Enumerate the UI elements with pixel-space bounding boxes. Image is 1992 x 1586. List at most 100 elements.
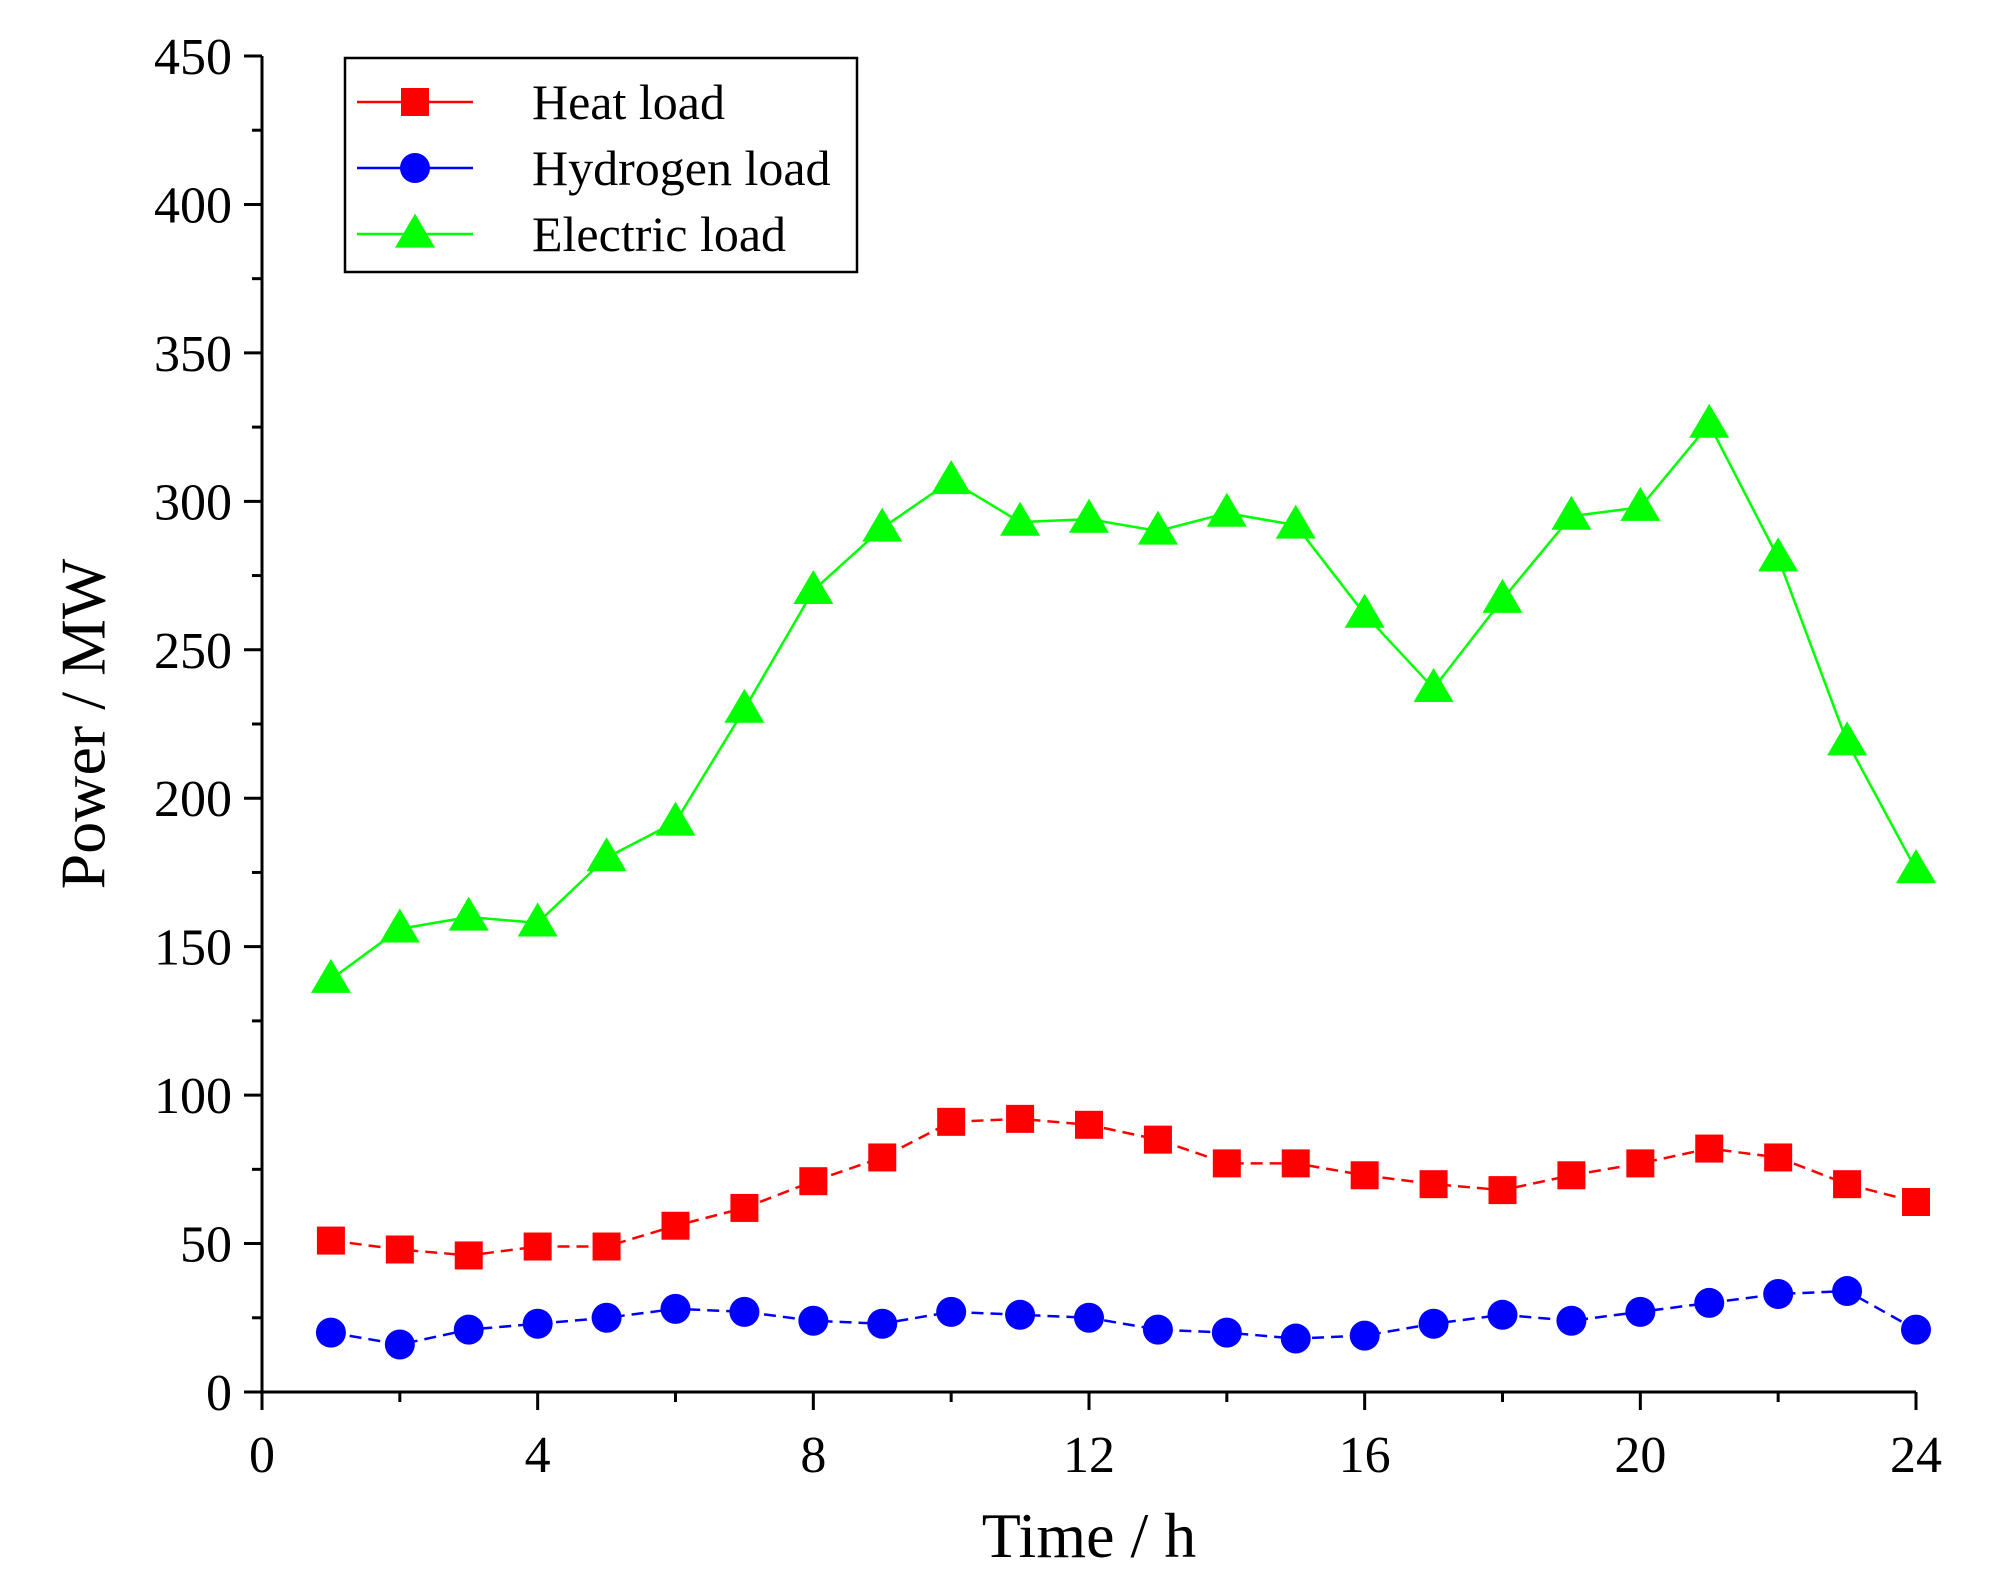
data-point <box>1902 1187 1930 1216</box>
series-heat-load <box>316 1104 1930 1270</box>
series-hydrogen-load <box>315 1276 1931 1360</box>
data-point <box>1275 504 1316 539</box>
data-point <box>1901 1314 1931 1345</box>
data-point <box>655 801 696 836</box>
data-point <box>1620 486 1661 521</box>
y-tick-label: 400 <box>154 177 232 234</box>
data-point <box>1488 1176 1517 1205</box>
data-point <box>1413 667 1454 702</box>
data-point <box>1419 1170 1448 1199</box>
data-point <box>517 902 558 937</box>
axes: 0 50 100 150 200 250 300 350 400 450 0 4 8 12 16 20 24 <box>154 29 1942 1484</box>
data-point <box>793 570 834 604</box>
data-point <box>1557 1161 1586 1190</box>
data-point <box>1625 1296 1656 1327</box>
y-tick-label: 150 <box>154 920 232 977</box>
data-point <box>1827 721 1868 756</box>
data-point <box>798 1305 829 1336</box>
data-point <box>1482 578 1523 613</box>
data-point <box>1764 1143 1793 1172</box>
x-axis-title: Time / h <box>982 1500 1197 1571</box>
data-point <box>1212 1149 1241 1178</box>
data-point <box>1075 1110 1103 1139</box>
data-point <box>1005 1299 1036 1330</box>
data-point <box>1896 849 1936 884</box>
x-tick-label: 16 <box>1339 1427 1391 1484</box>
series-electric-load <box>310 403 1936 993</box>
data-point <box>1763 1279 1794 1310</box>
x-tick-label: 4 <box>525 1427 551 1484</box>
y-tick-label: 250 <box>154 623 232 680</box>
data-point <box>1000 501 1041 536</box>
data-point <box>1626 1149 1655 1178</box>
data-point <box>454 1241 483 1270</box>
data-point <box>1349 1320 1380 1351</box>
data-point <box>1137 510 1178 545</box>
legend-label: Hydrogen load <box>532 140 831 196</box>
data-point <box>586 837 627 872</box>
data-point <box>937 1107 966 1136</box>
legend-item: Electric load <box>357 206 786 262</box>
data-point <box>1551 495 1592 530</box>
data-point <box>1833 1170 1862 1199</box>
series-line <box>330 1117 1917 1257</box>
legend-item: Heat load <box>357 74 725 130</box>
data-point <box>1211 1317 1242 1348</box>
y-tick-label: 0 <box>206 1365 232 1422</box>
data-point <box>385 1235 414 1264</box>
data-point <box>862 507 903 542</box>
legend-label: Heat load <box>532 74 725 130</box>
data-point <box>1142 1314 1173 1345</box>
data-point <box>1006 1104 1035 1133</box>
data-point <box>660 1293 691 1324</box>
legend-marker <box>401 88 429 116</box>
legend-marker <box>400 153 430 183</box>
y-tick-label: 50 <box>180 1217 232 1274</box>
data-point <box>1556 1305 1587 1336</box>
data-point <box>453 1314 484 1345</box>
data-point <box>661 1211 690 1240</box>
series-line <box>330 1289 1917 1346</box>
data-point <box>730 1193 759 1222</box>
data-point <box>523 1232 552 1261</box>
legend: Heat load Hydrogen load Electric load <box>343 56 859 274</box>
data-point <box>867 1308 898 1339</box>
data-point <box>1350 1161 1379 1190</box>
data-point <box>729 1296 760 1327</box>
data-point <box>316 1226 345 1255</box>
y-tick-label: 450 <box>154 29 232 86</box>
data-point <box>1832 1276 1863 1307</box>
data-point <box>1280 1323 1311 1354</box>
data-point <box>1074 1302 1104 1333</box>
y-axis-title: Power / MW <box>47 558 118 889</box>
data-point <box>1758 537 1799 572</box>
legend-box <box>343 56 859 274</box>
x-tick-label: 8 <box>800 1427 826 1484</box>
data-point <box>592 1232 621 1261</box>
x-tick-label: 24 <box>1890 1427 1942 1484</box>
data-point <box>315 1317 346 1348</box>
data-point <box>522 1308 553 1339</box>
series-line <box>330 421 1918 981</box>
data-point <box>1069 498 1109 533</box>
data-point <box>1143 1125 1172 1154</box>
data-point <box>448 896 489 931</box>
legend-item: Hydrogen load <box>357 140 831 196</box>
data-point <box>1695 1134 1724 1163</box>
data-point <box>384 1329 415 1360</box>
data-point <box>936 1296 967 1327</box>
y-tick-label: 300 <box>154 474 232 531</box>
data-point <box>868 1143 897 1172</box>
x-tick-label: 20 <box>1614 1427 1666 1484</box>
data-point <box>1487 1299 1518 1330</box>
data-point <box>1689 403 1730 438</box>
data-point <box>379 908 420 943</box>
data-point <box>1344 593 1385 628</box>
x-tick-label: 0 <box>249 1427 275 1484</box>
data-point <box>724 688 765 723</box>
x-tick-label: 12 <box>1063 1427 1115 1484</box>
data-point <box>1206 492 1247 527</box>
data-point <box>1281 1149 1310 1178</box>
data-point <box>591 1302 622 1333</box>
